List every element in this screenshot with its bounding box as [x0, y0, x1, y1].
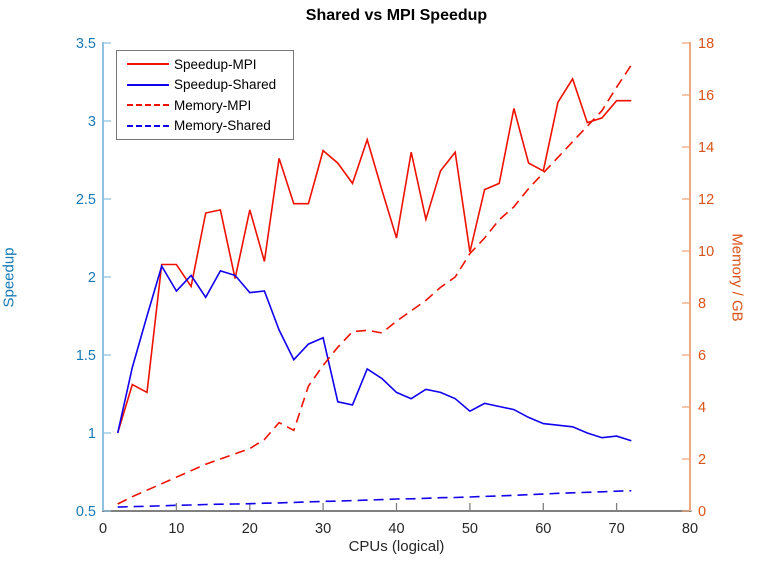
left-y-axis-label: Speedup	[0, 247, 18, 308]
left-y-tick-label: 3	[88, 114, 96, 130]
legend-item-memory-shared: Memory-Shared	[117, 116, 293, 136]
legend-label: Speedup-MPI	[174, 56, 257, 72]
x-tick-label: 50	[462, 521, 478, 537]
right-y-tick-label: 18	[698, 36, 714, 52]
left-y-tick-label: 3.5	[76, 36, 96, 52]
legend-label: Memory-MPI	[174, 97, 252, 113]
x-tick-label: 80	[682, 521, 698, 537]
series-line-speedup-mpi	[116, 77, 632, 434]
legend-label: Memory-Shared	[174, 118, 271, 134]
x-tick-label: 10	[168, 521, 184, 537]
right-y-tick-label: 10	[698, 244, 714, 260]
right-y-axis-label: Memory / GB	[728, 233, 746, 322]
legend-line-sample-solid-blue	[127, 83, 169, 86]
right-y-tick-label: 14	[698, 140, 714, 156]
x-tick-label: 30	[315, 521, 331, 537]
left-y-tick-label: 2.5	[76, 192, 96, 208]
x-tick-label: 0	[99, 521, 107, 537]
legend: Speedup-MPI Speedup-Shared Memory-MPI Me…	[116, 50, 294, 140]
legend-line-sample-solid-red	[127, 63, 169, 66]
x-axis-label: CPUs (logical)	[348, 538, 445, 555]
right-y-tick-label: 4	[698, 400, 706, 416]
x-tick-label: 60	[535, 521, 551, 537]
x-tick-label: 40	[388, 521, 404, 537]
right-y-tick-label: 6	[698, 348, 706, 364]
chart-title: Shared vs MPI Speedup	[305, 7, 488, 24]
left-y-tick-label: 0.5	[76, 504, 96, 520]
left-y-tick-label: 2	[88, 270, 96, 286]
x-tick-label: 20	[242, 521, 258, 537]
x-tick-label: 70	[609, 521, 625, 537]
legend-item-speedup-shared: Speedup-Shared	[117, 75, 293, 95]
legend-item-memory-mpi: Memory-MPI	[117, 95, 293, 115]
series-line-memory-shared	[117, 489, 632, 508]
left-y-tick-label: 1.5	[76, 348, 96, 364]
series-line-speedup-shared	[116, 264, 632, 442]
legend-line-sample-dashed-red	[127, 104, 169, 107]
right-y-tick-label: 8	[698, 296, 706, 312]
series-line-memory-mpi	[117, 64, 632, 505]
legend-line-sample-dashed-blue	[127, 124, 169, 127]
right-y-tick-label: 2	[698, 452, 706, 468]
left-y-tick-label: 1	[88, 426, 96, 442]
legend-label: Speedup-Shared	[174, 77, 277, 93]
right-y-tick-label: 12	[698, 192, 714, 208]
right-y-tick-label: 0	[698, 504, 706, 520]
right-y-tick-label: 16	[698, 88, 714, 104]
legend-item-speedup-mpi: Speedup-MPI	[117, 54, 293, 74]
